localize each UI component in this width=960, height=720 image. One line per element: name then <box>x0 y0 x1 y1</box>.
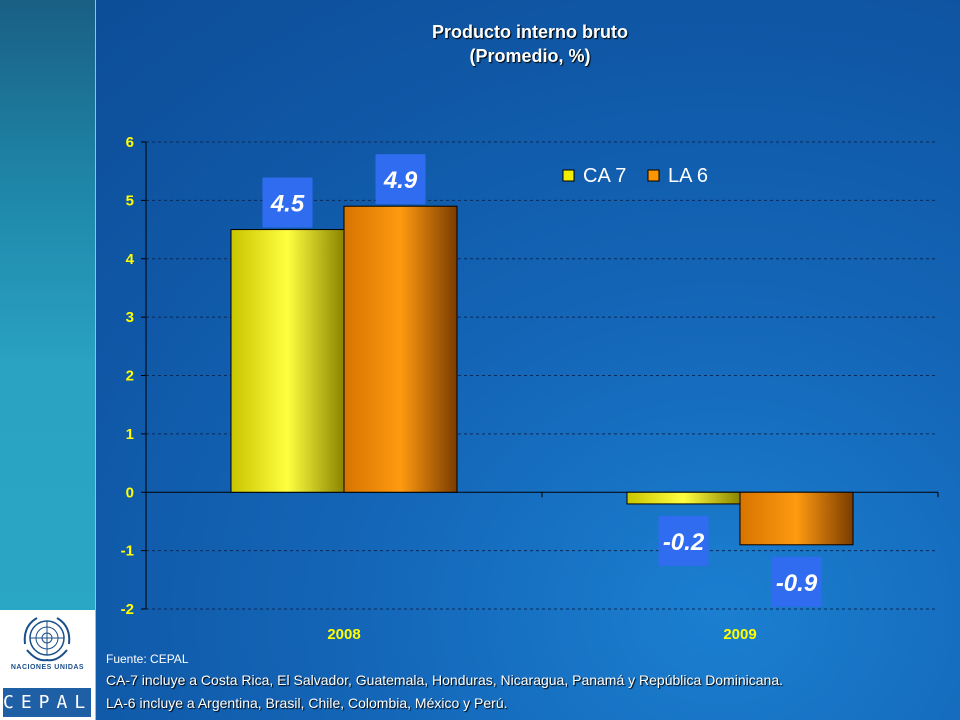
data-label-box <box>771 556 822 607</box>
chart-title-line2: (Promedio, %) <box>469 46 591 66</box>
bar-ca7-2008 <box>230 229 345 493</box>
data-label: -0.2 <box>663 529 705 556</box>
y-tick-label: 6 <box>126 134 134 151</box>
un-emblem-icon <box>23 617 71 662</box>
legend-swatch <box>647 169 660 182</box>
y-tick-label: 0 <box>126 484 134 501</box>
data-label: -0.9 <box>776 570 818 597</box>
bar-la6-2008 <box>343 205 458 493</box>
data-label: 4.9 <box>383 167 418 194</box>
sidebar-gradient <box>0 0 96 610</box>
y-tick-label: 3 <box>126 309 134 326</box>
legend-swatch <box>562 169 575 182</box>
data-label-box <box>262 177 313 228</box>
chart-title-line1: Producto interno bruto <box>432 22 628 42</box>
data-label-box <box>658 515 709 566</box>
footer-note-ca7: CA-7 incluye a Costa Rica, El Salvador, … <box>106 672 784 688</box>
legend-label: LA 6 <box>668 165 708 187</box>
legend-label: CA 7 <box>583 165 626 187</box>
y-tick-label: 2 <box>126 368 134 385</box>
chart-title: Producto interno bruto (Promedio, %) <box>300 20 760 68</box>
y-tick-label: 4 <box>126 251 135 268</box>
cepal-wordmark: CEPAL <box>3 688 91 717</box>
footer-note-la6: LA-6 incluye a Argentina, Brasil, Chile,… <box>106 695 508 711</box>
bar-la6-2009 <box>739 491 854 546</box>
y-tick-label: -1 <box>121 543 134 560</box>
x-category-label: 2009 <box>723 626 756 643</box>
bar-ca7-2009 <box>626 491 741 505</box>
y-tick-label: 1 <box>126 426 134 443</box>
footer-source: Fuente: CEPAL <box>106 652 189 666</box>
data-label: 4.5 <box>270 191 305 218</box>
logo-caption: NACIONES UNIDAS <box>10 664 85 671</box>
y-tick-label: -2 <box>121 601 134 618</box>
data-label-box <box>375 154 426 205</box>
y-tick-label: 5 <box>126 192 134 209</box>
x-category-label: 2008 <box>327 626 360 643</box>
